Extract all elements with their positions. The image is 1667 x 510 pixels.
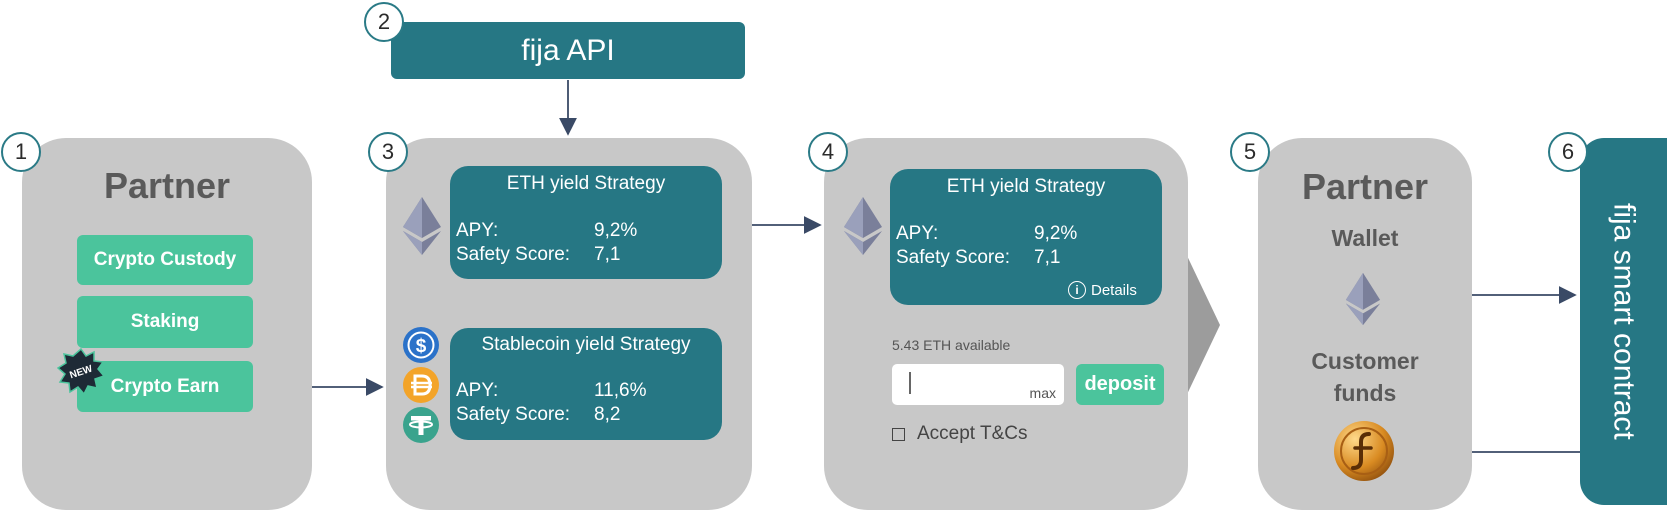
max-button[interactable]: max xyxy=(1029,385,1056,401)
eth-strategy-card[interactable]: ETH yield Strategy APY: 9,2% Safety Scor… xyxy=(450,166,722,279)
step-number-4: 4 xyxy=(808,132,848,172)
partner-right-title: Partner xyxy=(1301,166,1429,207)
info-icon: i xyxy=(1068,281,1086,299)
text-cursor xyxy=(909,372,911,394)
staking-button[interactable]: Staking xyxy=(77,296,253,348)
svg-text:$: $ xyxy=(416,336,427,357)
details-label: Details xyxy=(1091,281,1137,299)
deposit-strategy-card: ETH yield Strategy APY: 9,2% Safety Scor… xyxy=(890,169,1162,305)
ethereum-icon xyxy=(402,197,442,255)
wallet-ethereum-icon xyxy=(1345,272,1381,326)
step-number-6: 6 xyxy=(1548,132,1588,172)
dai-icon xyxy=(402,366,440,404)
stablecoin-strategy-card[interactable]: Stablecoin yield Strategy APY: 11,6% Saf… xyxy=(450,328,722,440)
fija-smart-contract-bar: fija smart contract xyxy=(1580,138,1667,505)
smart-contract-label: fija smart contract xyxy=(1607,203,1641,440)
tether-icon xyxy=(402,406,440,444)
deposit-strategy-title: ETH yield Strategy xyxy=(946,176,1106,197)
accept-terms[interactable]: Accept T&Cs xyxy=(892,422,1028,446)
wallet-label: Wallet xyxy=(1331,225,1399,251)
eth-safety-label: Safety Score: xyxy=(456,244,571,265)
stable-safety-value: 8,2 xyxy=(594,404,621,425)
details-link[interactable]: i Details xyxy=(1068,279,1137,301)
stable-safety-label: Safety Score: xyxy=(456,404,571,425)
deposit-amount-input[interactable]: max xyxy=(892,364,1064,405)
usdc-icon: $ xyxy=(402,326,440,364)
eth-strategy-title: ETH yield Strategy xyxy=(506,173,666,194)
new-badge-icon: NEW xyxy=(56,347,106,396)
fija-api-label: fija API xyxy=(521,33,615,67)
customer-funds-line2: funds xyxy=(1333,380,1397,406)
deposit-apy-label: APY: xyxy=(896,223,939,244)
deposit-safety-label: Safety Score: xyxy=(896,247,1011,268)
step-number-5: 5 xyxy=(1230,132,1270,172)
partner-left-title: Partner xyxy=(103,165,231,206)
stable-apy-value: 11,6% xyxy=(594,380,647,401)
eth-safety-value: 7,1 xyxy=(594,244,621,265)
terms-checkbox[interactable] xyxy=(892,427,905,441)
available-balance: 5.43 ETH available xyxy=(892,337,1011,353)
crypto-custody-button[interactable]: Crypto Custody xyxy=(77,235,253,285)
terms-label: Accept T&Cs xyxy=(917,423,1028,444)
deposit-button[interactable]: deposit xyxy=(1076,364,1164,405)
deposit-apy-value: 9,2% xyxy=(1034,223,1078,244)
stable-apy-label: APY: xyxy=(456,380,499,401)
customer-funds-line1: Customer xyxy=(1311,348,1419,374)
eth-apy-label: APY: xyxy=(456,220,499,241)
eth-apy-value: 9,2% xyxy=(594,220,638,241)
step-number-1: 1 xyxy=(1,132,41,172)
step-number-2: 2 xyxy=(364,2,404,42)
fija-coin-icon xyxy=(1333,420,1395,482)
step-number-3: 3 xyxy=(368,132,408,172)
fija-api-box: fija API xyxy=(391,22,745,79)
stablecoin-strategy-title: Stablecoin yield Strategy xyxy=(481,334,691,355)
customer-funds-label: Customer funds xyxy=(1258,345,1472,409)
deposit-ethereum-icon xyxy=(843,197,883,255)
deposit-safety-value: 7,1 xyxy=(1034,247,1061,268)
crypto-earn-button[interactable]: Crypto Earn xyxy=(77,361,253,412)
